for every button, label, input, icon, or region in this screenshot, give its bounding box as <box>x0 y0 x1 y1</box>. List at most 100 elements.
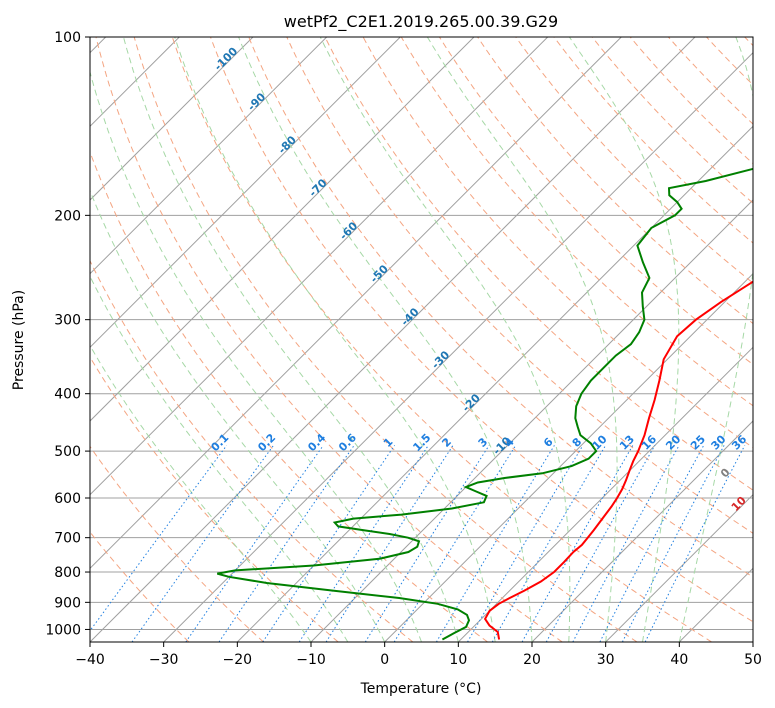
moist-adiabat-line <box>90 344 312 642</box>
x-tick-label: −30 <box>149 652 179 668</box>
isotherm-label: -40 <box>398 305 421 328</box>
y-tick-label: 900 <box>54 595 81 611</box>
isotherm-label: -20 <box>460 391 483 414</box>
x-tick-label: 0 <box>380 652 389 668</box>
y-tick-label: 600 <box>54 491 81 507</box>
temperature-profile-line <box>483 280 753 640</box>
isotherm-line <box>384 272 753 642</box>
isotherm-line <box>90 37 475 422</box>
isotherm-line <box>90 37 622 570</box>
x-axis-title: Temperature (°C) <box>360 681 482 697</box>
isotherm-label: -30 <box>429 348 452 371</box>
x-tick-label: 20 <box>523 652 541 668</box>
mixing-ratio-line <box>393 445 517 642</box>
isotherm-line <box>531 420 753 642</box>
isotherm-label: -70 <box>306 176 329 199</box>
dry-adiabat-line <box>133 37 638 642</box>
dry-adiabat-line <box>400 37 753 407</box>
isotherm-line <box>310 199 753 642</box>
mixing-ratio-label: 10 <box>590 432 610 452</box>
x-tick-label: 40 <box>670 652 688 668</box>
isotherm-line <box>163 51 753 642</box>
plot-frame <box>89 36 754 643</box>
isotherm-line <box>90 37 549 496</box>
dry-adiabat-line <box>629 37 753 165</box>
mixing-ratio-line <box>364 445 490 642</box>
mixing-ratio-line <box>521 445 634 642</box>
x-tick-label: 50 <box>744 652 762 668</box>
mixing-ratio-label: 36 <box>729 432 749 452</box>
mixing-ratio-line <box>599 445 705 642</box>
axes: −40 −30 −20 −10 0 10 20 30 40 50 100 200 300 400 500 60… <box>45 30 762 668</box>
isotherm-line <box>678 567 753 642</box>
dry-adiabat-line <box>95 37 563 642</box>
dry-adiabat-line <box>362 37 753 449</box>
mixing-ratio-label: 13 <box>617 433 637 453</box>
y-tick-label: 200 <box>54 208 81 224</box>
mixing-ratio-line <box>325 445 454 642</box>
dry-adiabat-line <box>706 37 753 86</box>
isotherm-label: -100 <box>212 44 241 73</box>
moist-adiabat-line <box>678 37 753 642</box>
isotherm-line <box>90 37 328 275</box>
x-tick-label: −10 <box>296 652 326 668</box>
mixing-ratio-line <box>491 445 607 642</box>
isotherm-line <box>90 37 696 642</box>
moist-adiabat-line <box>426 37 618 642</box>
mixing-ratio-label: 16 <box>639 432 659 452</box>
mixing-ratio-line <box>621 445 725 642</box>
dry-adiabat-line <box>477 37 753 325</box>
dry-adiabat-line <box>553 37 753 244</box>
y-tick-label: 1000 <box>45 622 81 638</box>
mixing-ratio-label: 3 <box>476 435 491 450</box>
mixing-ratio-line <box>185 445 324 642</box>
moist-adiabat-line <box>174 37 496 642</box>
mixing-ratio-line <box>131 445 274 642</box>
background-lines <box>90 37 753 642</box>
isotherm-line <box>236 125 753 642</box>
moist-adiabat-line <box>90 70 422 642</box>
moist-adiabat-label: 10 <box>729 494 749 514</box>
chart-title: wetPf2_C2E1.2019.265.00.39.G29 <box>284 12 558 32</box>
moist-adiabat-line <box>568 37 680 642</box>
isotherm-line <box>457 346 753 642</box>
mixing-ratio-line <box>545 445 656 642</box>
y-tick-label: 700 <box>54 531 81 547</box>
dry-adiabat-line <box>668 37 753 125</box>
dry-adiabat-line <box>324 37 753 491</box>
y-tick-label: 300 <box>54 313 81 329</box>
isotherm-line <box>605 493 753 642</box>
dewpoint-profile-line <box>217 167 753 641</box>
moist-adiabat-line <box>90 189 386 642</box>
dry-adiabat-line <box>171 37 712 642</box>
series-layer <box>217 167 753 641</box>
isotherm-line <box>752 641 753 642</box>
mixing-ratio-label: 1 <box>381 435 396 450</box>
dry-adiabat-line <box>248 37 753 578</box>
moist-adiabat-line <box>319 37 571 642</box>
mixing-ratio-label: 20 <box>663 432 683 452</box>
mixing-ratio-line <box>218 445 355 642</box>
dry-adiabat-line <box>591 37 753 204</box>
isotherm-line <box>90 37 401 349</box>
y-tick-label: 100 <box>54 30 81 46</box>
isotherm-label: -80 <box>276 133 299 156</box>
dry-adiabat-line <box>515 37 753 284</box>
isotherm-label: -90 <box>245 90 268 113</box>
x-tick-label: −20 <box>223 652 253 668</box>
moist-adiabat-line <box>123 37 459 642</box>
mixing-ratio-line <box>262 445 396 642</box>
dry-adiabat-line <box>744 37 753 47</box>
dry-adiabat-line <box>90 150 488 642</box>
dry-adiabat-line <box>90 531 190 642</box>
y-tick-label: 400 <box>54 387 81 403</box>
mixing-ratio-label: 25 <box>688 433 708 453</box>
mixing-ratio-line <box>644 445 746 642</box>
dry-adiabat-line <box>90 356 339 642</box>
isotherm-label: -60 <box>337 219 360 242</box>
x-tick-label: −40 <box>75 652 105 668</box>
dry-adiabat-line <box>210 37 753 623</box>
isotherm-line <box>90 37 254 201</box>
y-tick-label: 500 <box>54 444 81 460</box>
